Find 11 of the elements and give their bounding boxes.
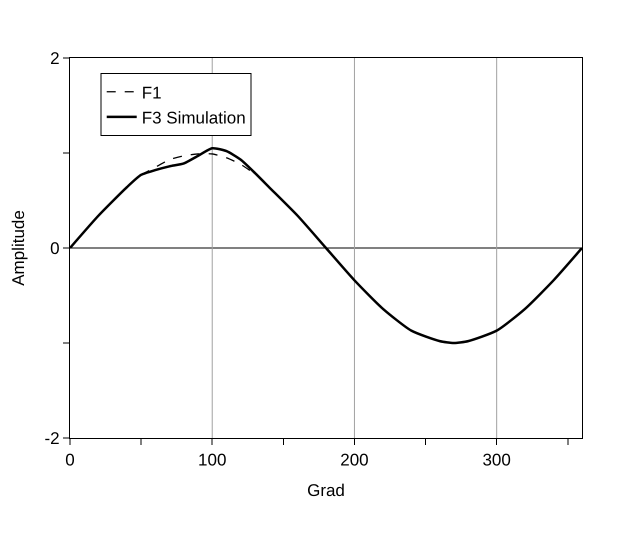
y-tick-label: -2 — [44, 428, 60, 448]
y-tick-label: 2 — [50, 48, 60, 68]
y-axis-title: Amplitude — [9, 210, 28, 286]
x-tick-label: 100 — [198, 450, 226, 470]
y-tick-label: 0 — [50, 238, 60, 258]
x-axis-title: Grad — [307, 480, 345, 500]
x-tick-label: 0 — [65, 450, 75, 470]
legend-label: F1 — [142, 83, 162, 102]
x-tick-label: 300 — [482, 450, 511, 470]
x-tick-label: 200 — [340, 450, 369, 470]
legend-label: F3 Simulation — [142, 108, 246, 128]
